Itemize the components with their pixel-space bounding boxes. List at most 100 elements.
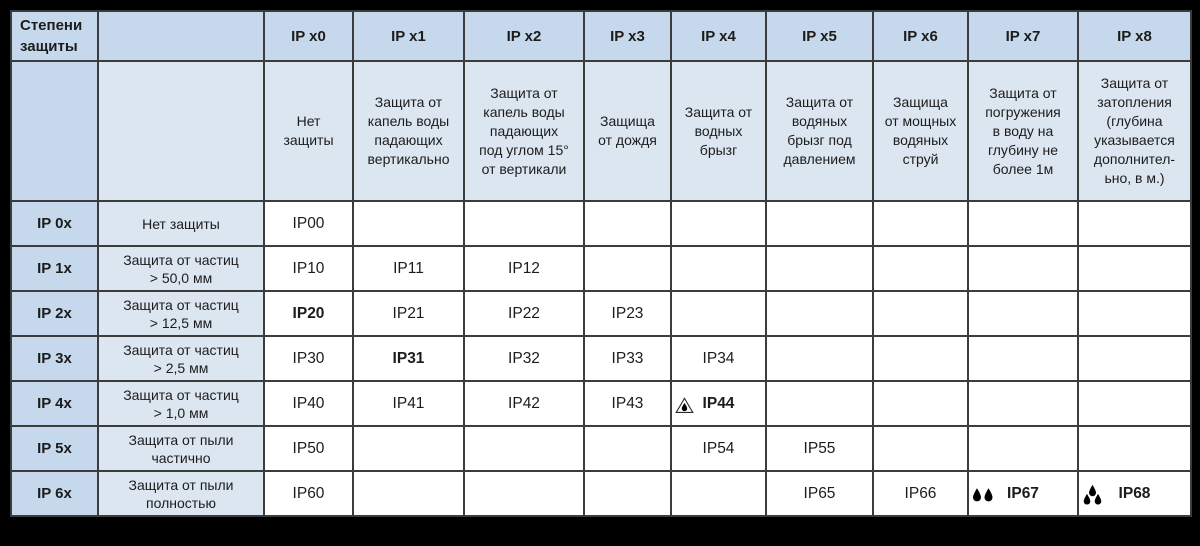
table-row-ip-5x: IP 5x Защита от пыли частично IP50 IP54 IP55 [10, 425, 1192, 472]
table-row-ip-0x: IP 0x Нет защиты IP00 [10, 200, 1192, 247]
column-header-ip-x4: IP x4 [670, 10, 767, 62]
cell-ip32: IP32 [463, 335, 585, 382]
cell-empty [670, 200, 767, 247]
cell-empty [967, 290, 1079, 337]
cell-ip42: IP42 [463, 380, 585, 427]
table-row-ip-2x: IP 2x Защита от частиц > 12,5 мм IP20 IP21 I… [10, 290, 1192, 337]
cell-empty [352, 470, 465, 517]
column-description-ip-x8: Защита от затопления (глубина указываетс… [1077, 60, 1192, 202]
row-label-ip-0x: IP 0x [10, 200, 99, 247]
ip-code: IP00 [292, 214, 325, 232]
cell-empty [765, 245, 874, 292]
header-empty-cell [97, 10, 265, 62]
cell-ip20: IP20 [263, 290, 354, 337]
column-description-ip-x1: Защита от капель воды падающих вертикаль… [352, 60, 465, 202]
cell-ip44: IP44 [670, 380, 767, 427]
cell-ip50: IP50 [263, 425, 354, 472]
cell-empty [670, 290, 767, 337]
ip-code: IP34 [702, 349, 735, 367]
ip-code: IP68 [1118, 484, 1151, 502]
row-description-ip-4x: Защита от частиц > 1,0 мм [97, 380, 265, 427]
ip-code: IP23 [611, 304, 644, 322]
column-header-ip-x7: IP x7 [967, 10, 1079, 62]
column-description-ip-x4: Защита от водных брызг [670, 60, 767, 202]
cell-empty [583, 200, 672, 247]
cell-empty [670, 245, 767, 292]
ip-code: IP60 [292, 484, 325, 502]
ip-code: IP33 [611, 349, 644, 367]
table-frame: Степени защиты IP x0 IP x1 IP x2 IP x3 IP x4 I… [10, 10, 1192, 517]
ip-code: IP10 [292, 259, 325, 277]
cell-empty [1077, 380, 1192, 427]
table-row-ip-3x: IP 3x Защита от частиц > 2,5 мм IP30 IP31 IP… [10, 335, 1192, 382]
cell-empty [1077, 245, 1192, 292]
ip-code: IP42 [508, 394, 540, 412]
cell-ip30: IP30 [263, 335, 354, 382]
column-description-ip-x2: Защита от капель воды падающих под углом… [463, 60, 585, 202]
row-label-ip-3x: IP 3x [10, 335, 99, 382]
ip-code: IP20 [292, 304, 325, 322]
ip-code: IP40 [292, 394, 325, 412]
cell-ip43: IP43 [583, 380, 672, 427]
column-description-ip-x5: Защита от водяных брызг под давлением [765, 60, 874, 202]
cell-ip12: IP12 [463, 245, 585, 292]
column-header-ip-x1: IP x1 [352, 10, 465, 62]
ip-code: IP50 [292, 439, 325, 457]
cell-empty [583, 425, 672, 472]
column-description-ip-x7: Защита от погружения в воду на глубину н… [967, 60, 1079, 202]
table-row-ip-4x: IP 4x Защита от частиц > 1,0 мм IP40 IP41 IP… [10, 380, 1192, 427]
cell-ip23: IP23 [583, 290, 672, 337]
cell-empty [765, 335, 874, 382]
column-header-ip-x0: IP x0 [263, 10, 354, 62]
ip-code: IP32 [508, 349, 540, 367]
column-description-ip-x3: Защища от дождя [583, 60, 672, 202]
ip-code: IP41 [392, 394, 425, 412]
cell-empty [670, 470, 767, 517]
two-droplets-icon [972, 487, 994, 502]
cell-ip40: IP40 [263, 380, 354, 427]
cell-empty [583, 245, 672, 292]
cell-empty [463, 425, 585, 472]
ip-code: IP31 [392, 349, 425, 367]
cell-empty [967, 335, 1079, 382]
ip-code: IP65 [803, 484, 836, 502]
cell-ip41: IP41 [352, 380, 465, 427]
cell-empty [872, 200, 969, 247]
cell-empty [463, 200, 585, 247]
cell-empty [765, 290, 874, 337]
cell-ip65: IP65 [765, 470, 874, 517]
subheader-empty-description-cell [97, 60, 265, 202]
row-description-ip-6x: Защита от пыли полностью [97, 470, 265, 517]
cell-empty [1077, 290, 1192, 337]
column-header-ip-x8: IP x8 [1077, 10, 1192, 62]
row-description-ip-5x: Защита от пыли частично [97, 425, 265, 472]
cell-empty [967, 380, 1079, 427]
ip-code: IP30 [292, 349, 325, 367]
ip-code: IP21 [392, 304, 425, 322]
cell-ip68: IP68 [1077, 470, 1192, 517]
cell-empty [1077, 425, 1192, 472]
cell-empty [967, 200, 1079, 247]
ip-protection-table: Степени защиты IP x0 IP x1 IP x2 IP x3 IP x4 I… [10, 10, 1192, 517]
ip-code: IP12 [508, 259, 540, 277]
three-droplets-icon [1082, 484, 1103, 507]
cell-empty [967, 425, 1079, 472]
cell-empty [1077, 335, 1192, 382]
ip-code: IP44 [702, 394, 735, 412]
subheader-empty-cell [10, 60, 99, 202]
column-header-ip-x3: IP x3 [583, 10, 672, 62]
cell-empty [352, 425, 465, 472]
cell-ip67: IP67 [967, 470, 1079, 517]
cell-empty [872, 245, 969, 292]
column-header-ip-x2: IP x2 [463, 10, 585, 62]
cell-ip31: IP31 [352, 335, 465, 382]
column-header-ip-x6: IP x6 [872, 10, 969, 62]
row-description-ip-1x: Защита от частиц > 50,0 мм [97, 245, 265, 292]
column-header-ip-x5: IP x5 [765, 10, 874, 62]
row-label-ip-1x: IP 1x [10, 245, 99, 292]
table-row-ip-6x: IP 6x Защита от пыли полностью IP60 IP65 IP6… [10, 470, 1192, 517]
cell-ip66: IP66 [872, 470, 969, 517]
row-description-ip-2x: Защита от частиц > 12,5 мм [97, 290, 265, 337]
column-description-ip-x0: Нет защиты [263, 60, 354, 202]
row-label-ip-5x: IP 5x [10, 425, 99, 472]
